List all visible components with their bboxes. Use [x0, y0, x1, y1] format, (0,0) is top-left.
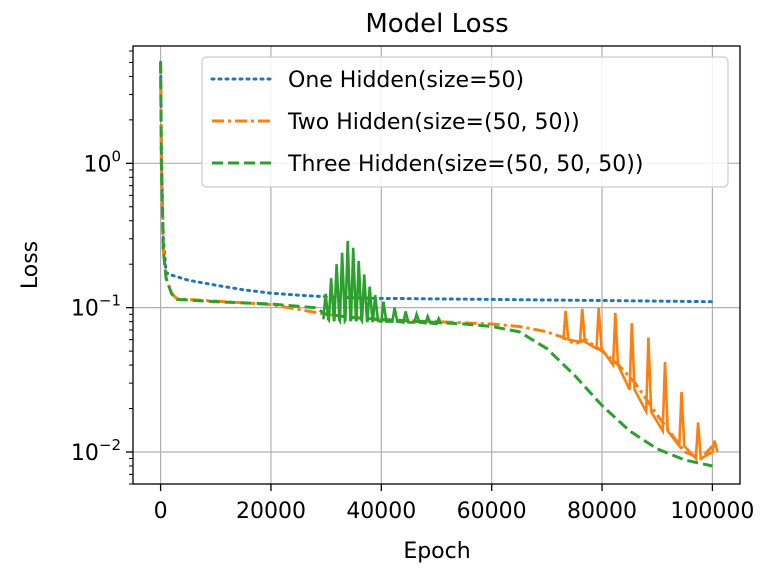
- y-tick-label: 100: [83, 147, 121, 177]
- series-line: [159, 62, 714, 461]
- legend-label-two-hidden: Two Hidden(size=(50, 50)): [287, 110, 580, 135]
- series-oscillation: [562, 307, 719, 462]
- legend-label-one-hidden: One Hidden(size=50): [288, 68, 524, 93]
- x-axis: 0 20000 40000 60000 80000 100000: [154, 484, 754, 524]
- y-tick-label: 10−2: [71, 436, 121, 466]
- x-tick-label: 40000: [346, 499, 416, 524]
- series-2: [159, 62, 719, 462]
- legend-box: [201, 56, 729, 188]
- plot-frame: [132, 45, 741, 485]
- series-3: [159, 62, 713, 468]
- x-tick-label: 20000: [236, 499, 306, 524]
- series-oscillation: [322, 240, 443, 326]
- y-tick-label: 10−1: [71, 292, 121, 322]
- x-tick-label: 80000: [567, 499, 637, 524]
- x-axis-title: Epoch: [403, 539, 470, 564]
- legend-label-three-hidden: Three Hidden(size=(50, 50, 50)): [287, 152, 643, 177]
- legend: One Hidden(size=50) Two Hidden(size=(50,…: [201, 56, 729, 188]
- chart-title: Model Loss: [365, 9, 508, 39]
- series-layer: [159, 60, 719, 468]
- series-line: [159, 62, 713, 468]
- y-axis-title: Loss: [18, 241, 43, 289]
- x-tick-label: 100000: [670, 499, 754, 524]
- y-axis: 10−2 10−1 100: [71, 50, 133, 485]
- x-tick-label: 60000: [457, 499, 527, 524]
- x-tick-label: 0: [154, 499, 168, 524]
